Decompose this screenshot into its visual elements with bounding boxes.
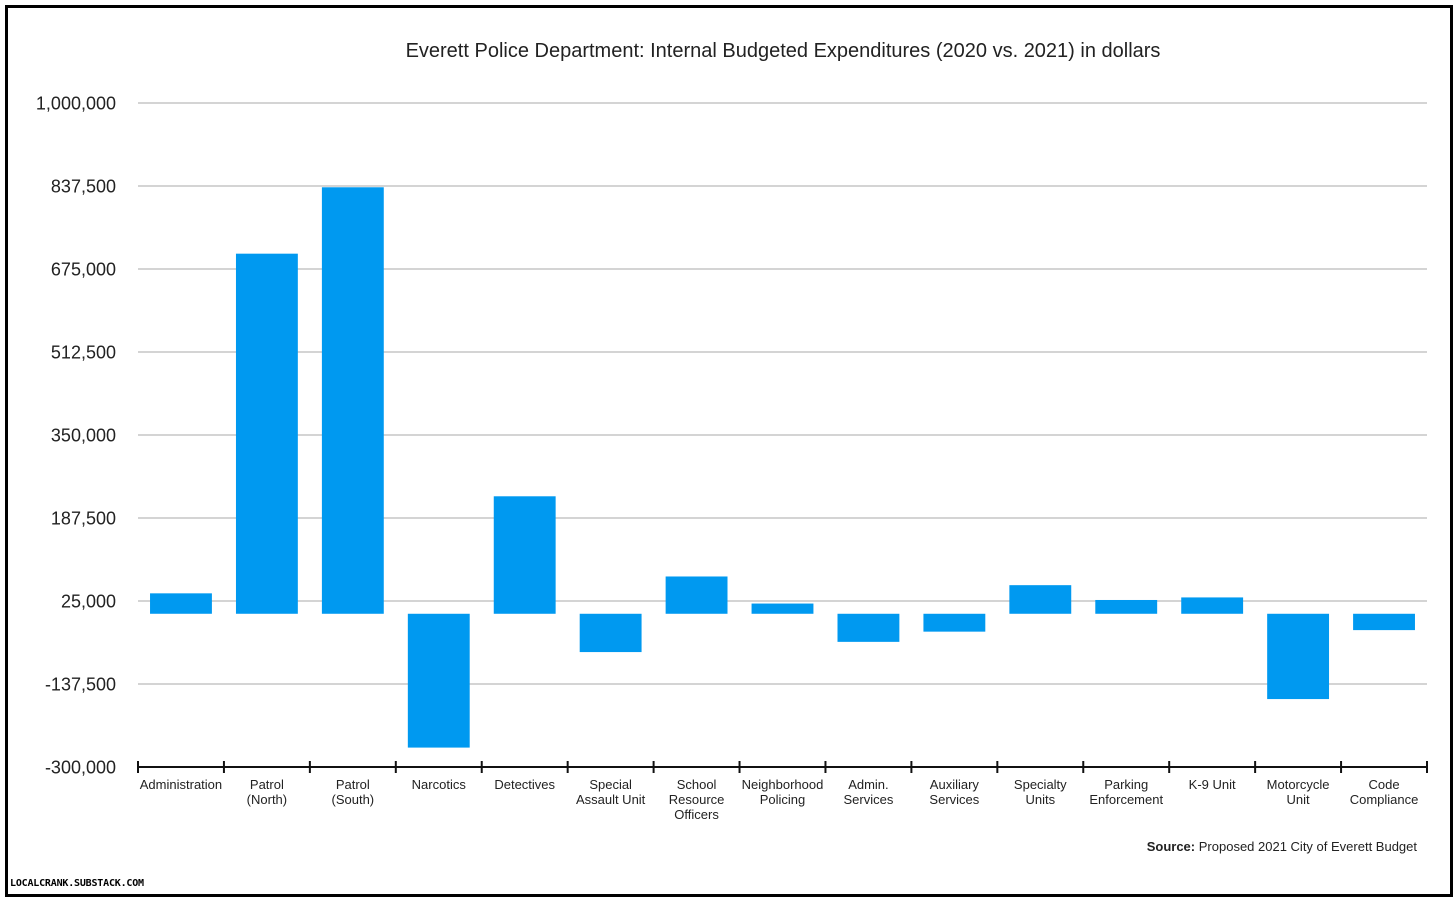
source-note: Source: Proposed 2021 City of Everett Bu… [1147, 839, 1418, 854]
bar [837, 613, 900, 642]
x-tick-label: Patrol (South) [332, 777, 375, 807]
bar [665, 576, 728, 614]
bar [1353, 613, 1415, 631]
bar [321, 187, 384, 614]
site-credit: LOCALCRANK.SUBSTACK.COM [10, 878, 144, 889]
x-tick-label: K-9 Unit [1189, 777, 1236, 792]
x-tick-label: Motorcycle Unit [1267, 777, 1330, 807]
chart-title: Everett Police Department: Internal Budg… [406, 40, 1161, 62]
y-tick-label: 837,500 [51, 177, 116, 197]
source-text: Proposed 2021 City of Everett Budget [1199, 839, 1418, 854]
x-tick-label: Administration [140, 777, 222, 792]
y-tick-label: 1,000,000 [36, 94, 116, 114]
y-tick-label: 512,500 [51, 343, 116, 363]
x-tick-label: Narcotics [412, 777, 467, 792]
bar [1009, 585, 1072, 614]
bar [407, 613, 470, 748]
bar [150, 593, 212, 614]
bar [1267, 613, 1330, 700]
bar [493, 496, 556, 614]
bar [923, 613, 986, 632]
x-tick-label: Code Compliance [1350, 777, 1419, 807]
bar [579, 613, 642, 653]
y-tick-label: 25,000 [61, 592, 116, 612]
y-tick-label: 350,000 [51, 426, 116, 446]
x-tick-label: Auxiliary Services [929, 777, 979, 807]
y-tick-label: 675,000 [51, 260, 116, 280]
x-tick-label: Parking Enforcement [1089, 777, 1163, 807]
bar [1095, 599, 1158, 614]
bar [235, 253, 298, 614]
x-tick-label: School Resource Officers [669, 777, 725, 822]
y-tick-label: -300,000 [45, 758, 116, 778]
y-tick-label: -137,500 [45, 675, 116, 695]
x-tick-label: Detectives [494, 777, 555, 792]
x-tick-label: Admin. Services [844, 777, 894, 807]
bar [751, 603, 814, 614]
source-label: Source: [1147, 839, 1195, 854]
x-tick-label: Patrol (North) [247, 777, 287, 807]
x-tick-label: Specialty Units [1014, 777, 1067, 807]
bar [1181, 597, 1244, 614]
x-tick-label: Neighborhood Policing [742, 777, 824, 807]
y-tick-label: 187,500 [51, 509, 116, 529]
x-tick-label: Special Assault Unit [576, 777, 646, 807]
